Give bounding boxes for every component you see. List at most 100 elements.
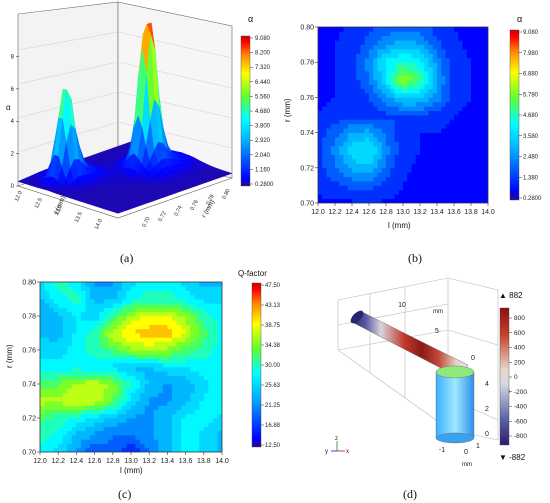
- heatmap-cell: [479, 49, 485, 54]
- heatmap-cell: [352, 57, 357, 63]
- heatmap-cell: [44, 439, 50, 444]
- heatmap-cell: [339, 57, 344, 63]
- colorbar-tick-label: 4.680: [255, 109, 271, 115]
- heatmap-cell: [153, 409, 159, 415]
- heatmap-cell: [411, 163, 417, 169]
- heatmap-cell: [322, 194, 327, 199]
- heatmap-cell: [208, 384, 214, 389]
- heatmap-cell: [194, 405, 200, 410]
- heatmap-cell: [386, 93, 391, 98]
- heatmap-cell: [479, 163, 485, 169]
- heatmap-cell: [117, 405, 123, 410]
- heatmap-cell: [364, 62, 370, 67]
- heatmap-cell: [40, 354, 45, 359]
- heatmap-cell: [126, 311, 132, 317]
- heatmap-cell: [420, 93, 425, 98]
- heatmap-cell: [360, 75, 366, 81]
- heatmap-cell: [369, 110, 374, 116]
- heatmap-cell: [149, 375, 155, 381]
- heatmap-cell: [49, 354, 55, 359]
- heatmap-cell: [62, 409, 68, 415]
- heatmap-cell: [394, 27, 400, 32]
- heatmap-cell: [394, 145, 400, 151]
- heatmap-cell: [441, 123, 446, 129]
- heatmap-cell: [112, 430, 118, 436]
- heatmap-cell: [67, 367, 73, 372]
- heatmap-cell: [458, 101, 463, 107]
- heatmap-cell: [322, 79, 327, 85]
- heatmap-cell: [190, 362, 196, 368]
- heatmap-cell: [53, 447, 59, 452]
- heatmap-cell: [424, 115, 429, 120]
- heatmap-cell: [381, 198, 387, 203]
- heatmap-cell: [185, 426, 191, 432]
- heatmap-cell: [208, 320, 214, 325]
- heatmap-cell: [167, 362, 173, 368]
- heatmap-cell: [326, 167, 332, 173]
- heatmap-cell: [479, 31, 485, 37]
- heatmap-cell: [364, 185, 370, 191]
- heatmap-cell: [171, 430, 177, 436]
- heatmap-cell: [318, 172, 323, 177]
- heatmap-cell: [153, 362, 159, 368]
- heatmap-cell: [40, 290, 45, 296]
- heatmap-cell: [167, 358, 173, 364]
- heatmap-cell: [58, 439, 64, 444]
- heatmap-cell: [62, 337, 68, 342]
- heatmap-cell: [149, 405, 155, 410]
- heatmap-cell: [322, 110, 327, 116]
- heatmap-cell: [167, 384, 173, 389]
- heatmap-cell: [326, 172, 332, 177]
- heatmap-cell: [475, 62, 480, 67]
- heatmap-cell: [390, 88, 395, 94]
- heatmap-cell: [90, 379, 95, 385]
- heatmap-cell: [386, 88, 391, 94]
- heatmap-cell: [454, 35, 459, 41]
- heatmap-cell: [71, 392, 77, 398]
- colorbar-tick-label: 16.88: [265, 423, 281, 429]
- heatmap-cell: [181, 405, 186, 410]
- heatmap-cell: [53, 379, 59, 385]
- heatmap-cell: [377, 194, 383, 199]
- heatmap-cell: [194, 354, 200, 359]
- heatmap-cell: [90, 443, 95, 449]
- heatmap-cell: [479, 53, 485, 59]
- heatmap-cell: [360, 44, 366, 50]
- heatmap-cell: [381, 115, 387, 120]
- heatmap-cell: [71, 294, 77, 300]
- heatmap-cell: [121, 375, 127, 381]
- heatmap-cell: [411, 185, 417, 191]
- heatmap-cell: [49, 426, 55, 432]
- heatmap-cell: [343, 119, 349, 125]
- heatmap-cell: [126, 443, 132, 449]
- heatmap-cell: [153, 290, 159, 296]
- heatmap-cell: [71, 396, 77, 402]
- heatmap-cell: [449, 154, 455, 160]
- heatmap-cell: [85, 362, 91, 368]
- heatmap-cell: [360, 172, 366, 177]
- heatmap-cell: [479, 75, 485, 81]
- heatmap-cell: [458, 150, 463, 155]
- heatmap-cell: [85, 392, 91, 398]
- heatmap-cell: [454, 119, 459, 125]
- heatmap-cell: [76, 392, 82, 398]
- heatmap-cell: [466, 53, 472, 59]
- heatmap-cell: [483, 66, 488, 72]
- heatmap-cell: [318, 44, 323, 50]
- heatmap-cell: [466, 79, 472, 85]
- heatmap-cell: [153, 367, 159, 372]
- heatmap-cell: [360, 115, 366, 120]
- heatmap-cell: [445, 44, 451, 50]
- heatmap-cell: [108, 371, 114, 376]
- heatmap-cell: [454, 101, 459, 107]
- heatmap-cell: [356, 123, 361, 129]
- heatmap-cell: [190, 290, 196, 296]
- heatmap-cell: [411, 35, 417, 41]
- heatmap-cell: [131, 294, 136, 300]
- heatmap-cell: [318, 27, 323, 32]
- heatmap-cell: [445, 159, 451, 164]
- colorbar-tick-label: 3.800: [255, 124, 271, 130]
- heatmap-cell: [471, 150, 476, 155]
- heatmap-cell: [140, 401, 146, 406]
